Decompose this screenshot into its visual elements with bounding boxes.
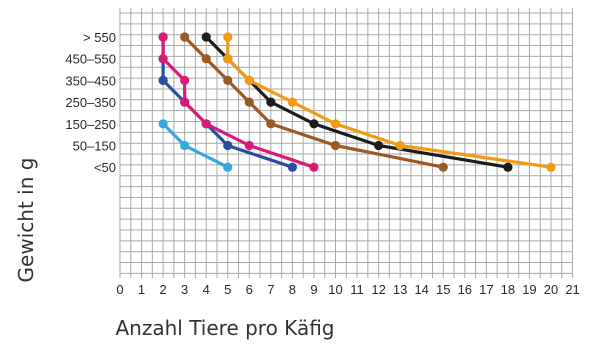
series-6 <box>223 32 556 172</box>
x-tick-label: 0 <box>116 282 123 297</box>
y-tick-label: 350–450 <box>65 73 116 88</box>
x-tick-label: 17 <box>479 282 493 297</box>
x-tick-label: 19 <box>522 282 536 297</box>
y-tick-label: <50 <box>94 160 116 175</box>
data-point <box>223 54 233 64</box>
x-tick-label: 9 <box>310 282 317 297</box>
data-point <box>180 75 190 85</box>
y-tick-label: 450–550 <box>65 52 116 67</box>
y-tick-label: 250–350 <box>65 95 116 110</box>
data-point <box>266 119 276 129</box>
y-tick-label: > 550 <box>83 30 116 45</box>
data-point <box>287 97 297 107</box>
x-tick-label: 20 <box>544 282 558 297</box>
x-tick-label: 3 <box>181 282 188 297</box>
x-tick-label: 10 <box>328 282 342 297</box>
data-point <box>309 162 319 172</box>
x-tick-label: 8 <box>289 282 296 297</box>
y-tick-label: 150–250 <box>65 117 116 132</box>
data-point <box>180 32 190 42</box>
data-point <box>244 97 254 107</box>
x-tick-label: 21 <box>565 282 579 297</box>
x-tick-label: 12 <box>371 282 385 297</box>
data-point <box>330 140 341 151</box>
x-tick-label: 7 <box>267 282 274 297</box>
data-point <box>374 140 384 151</box>
x-tick-label: 18 <box>501 282 515 297</box>
x-tick-label: 2 <box>159 282 166 297</box>
y-tick-label: 50–150 <box>73 139 116 154</box>
series-3 <box>158 32 319 172</box>
x-tick-label: 11 <box>350 282 364 297</box>
data-point <box>201 119 211 129</box>
y-axis-title: Gewicht in g <box>14 158 38 283</box>
data-point <box>266 97 276 107</box>
data-point <box>330 119 341 129</box>
series-group <box>158 32 556 172</box>
data-point <box>201 32 211 42</box>
x-tick-label: 16 <box>458 282 472 297</box>
data-point <box>201 54 211 64</box>
data-point <box>395 140 405 151</box>
data-point <box>223 140 233 151</box>
x-tick-label: 4 <box>203 282 210 297</box>
data-point <box>180 97 190 107</box>
x-tick-label: 15 <box>436 282 450 297</box>
data-point <box>158 119 168 129</box>
x-tick-label: 1 <box>138 282 145 297</box>
x-tick-label: 6 <box>246 282 253 297</box>
series-4 <box>180 32 448 172</box>
x-tick-label: 14 <box>414 282 428 297</box>
data-point <box>244 140 254 151</box>
x-tick-labels: 0 1 2 3 4 5 6 7 8 9 10 11 12 13 14 15 16 17 18 19 20 21 <box>116 282 579 297</box>
data-point <box>223 162 233 172</box>
data-point <box>158 32 168 42</box>
series-1 <box>158 119 233 172</box>
data-point <box>503 162 513 172</box>
data-point <box>287 162 297 172</box>
data-point <box>546 162 556 172</box>
x-tick-label: 5 <box>224 282 231 297</box>
x-tick-label: 13 <box>393 282 407 297</box>
data-point <box>244 75 254 85</box>
data-point <box>309 119 319 129</box>
data-point <box>158 54 168 64</box>
data-point <box>438 162 448 172</box>
data-point <box>180 140 190 151</box>
y-tick-labels: <50 50–150 150–250 250–350 350–450 450–550 > 5… <box>65 30 116 175</box>
data-point <box>223 75 233 85</box>
data-point <box>223 32 233 42</box>
x-axis-title: Anzahl Tiere pro Käfig <box>116 316 335 340</box>
data-point <box>158 75 168 85</box>
